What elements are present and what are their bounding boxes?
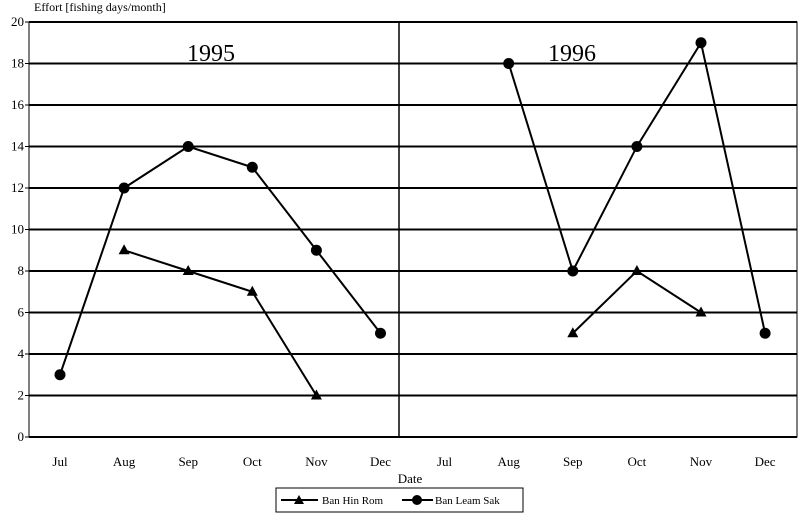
y-tick-labels: 0 2 4 6 8 10 12 14 16 18 20 — [11, 14, 25, 444]
y-tick-label: 18 — [11, 56, 24, 71]
point-ban-leam-sak — [182, 141, 194, 152]
x-tick-labels: Jul Aug Sep Oct Nov Dec Jul Aug Sep Oct Nov Dec — [52, 454, 775, 469]
point-ban-leam-sak — [695, 37, 707, 49]
x-tick-label: Dec — [755, 454, 776, 469]
point-ban-hin-rom — [182, 265, 194, 275]
series-line-ban-hin-rom — [572, 269, 702, 334]
point-ban-leam-sak — [567, 265, 579, 277]
x-tick-label: Jul — [437, 454, 453, 469]
point-ban-leam-sak — [375, 327, 386, 339]
y-tick-label: 6 — [18, 305, 25, 320]
series-line-ban-leam-sak — [59, 145, 382, 376]
point-ban-hin-rom — [631, 265, 643, 275]
y-tick-label: 14 — [11, 139, 25, 154]
legend-label-ban-leam-sak: Ban Leam Sak — [435, 495, 500, 507]
y-tick-label: 12 — [11, 180, 24, 195]
y-tick-label: 10 — [11, 222, 24, 237]
y-tick-label: 2 — [18, 388, 25, 403]
point-ban-hin-rom — [118, 244, 130, 255]
point-ban-leam-sak — [631, 141, 643, 152]
series-line-ban-hin-rom — [123, 249, 318, 397]
x-tick-label: Jul — [52, 454, 68, 469]
x-tick-label: Aug — [113, 454, 136, 469]
point-ban-leam-sak — [310, 244, 322, 256]
x-tick-label: Nov — [690, 454, 713, 469]
axes — [25, 21, 798, 438]
point-ban-hin-rom — [567, 327, 579, 338]
x-tick-label: Sep — [178, 454, 198, 469]
y-axis-label: Effort [fishing days/month] — [34, 0, 166, 14]
point-ban-leam-sak — [246, 161, 258, 173]
legend-label-ban-hin-rom: Ban Hin Rom — [322, 495, 384, 507]
x-tick-label: Aug — [498, 454, 521, 469]
x-tick-label: Sep — [563, 454, 583, 469]
x-tick-label: Oct — [628, 454, 647, 469]
period-label-1995: 1995 — [187, 41, 235, 67]
y-tick-label: 16 — [11, 97, 25, 112]
point-ban-hin-rom — [310, 389, 322, 400]
x-axis-label: Date — [398, 471, 423, 486]
period-label-1996: 1996 — [548, 41, 596, 67]
point-ban-leam-sak — [118, 182, 130, 194]
x-tick-label: Oct — [243, 454, 262, 469]
y-tick-label: 0 — [18, 429, 25, 444]
y-tick-label: 20 — [11, 14, 24, 29]
x-tick-label: Dec — [370, 454, 391, 469]
x-tick-label: Nov — [305, 454, 328, 469]
y-tick-label: 4 — [18, 346, 25, 361]
legend-marker-circle — [412, 495, 422, 505]
point-ban-hin-rom — [246, 285, 258, 296]
point-ban-hin-rom — [695, 306, 707, 317]
point-ban-leam-sak — [503, 58, 515, 69]
y-tick-label: 8 — [18, 263, 25, 278]
series-layer — [54, 37, 771, 400]
legend-marker-triangle — [294, 495, 304, 504]
point-ban-leam-sak — [54, 369, 66, 381]
point-ban-leam-sak — [759, 327, 771, 339]
grid-lines — [29, 21, 797, 397]
legend: Ban Hin Rom Ban Leam Sak — [275, 487, 524, 513]
